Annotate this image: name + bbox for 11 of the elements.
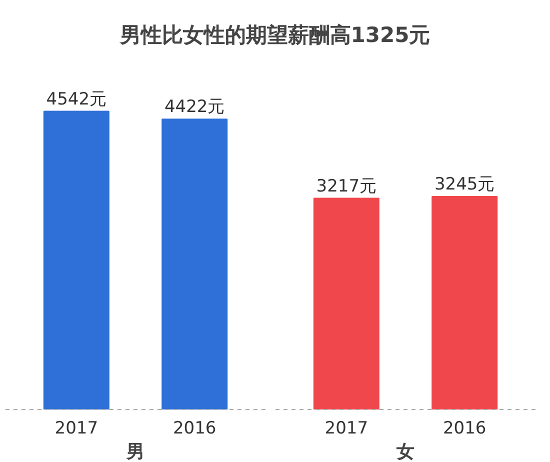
chart-title: 男性比女性的期望薪酬高1325元 — [120, 22, 430, 49]
x-axis-title: 男 — [126, 442, 144, 462]
data-label: 4542元 — [46, 89, 107, 110]
x-axis-title: 女 — [396, 442, 414, 462]
data-label: 4422元 — [164, 97, 225, 118]
x-tick-label: 2016 — [442, 418, 486, 438]
data-label: 3217元 — [316, 176, 377, 196]
x-tick-label: 2016 — [172, 418, 216, 438]
data-label: 3245元 — [434, 174, 495, 194]
x-tick-label: 2017 — [54, 418, 98, 438]
x-tick-label: 2017 — [324, 418, 368, 438]
